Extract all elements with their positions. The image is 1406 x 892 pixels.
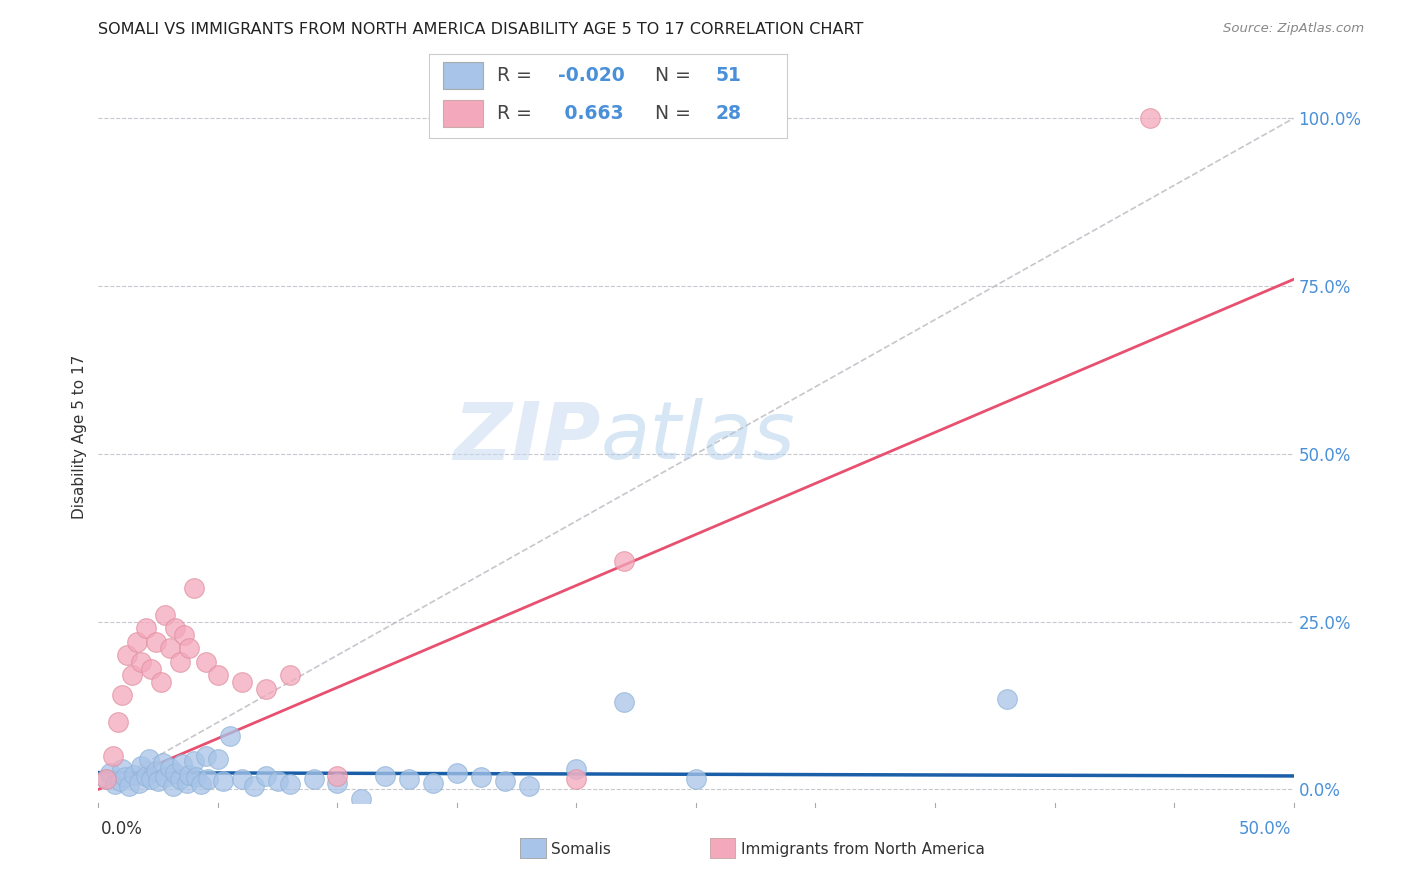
Point [101,748,124,763]
Point [124,767,146,781]
Point [278,668,301,682]
Point [121,668,143,682]
FancyBboxPatch shape [443,100,482,128]
Point [242,779,264,793]
Point [685,772,707,787]
Point [183,754,205,768]
Text: R =: R = [496,66,538,85]
Point [162,779,184,793]
Point [139,772,162,787]
Point [470,770,492,784]
Point [194,748,217,763]
Point [1139,112,1161,126]
Point [350,792,373,806]
Point [326,775,349,789]
Point [565,772,588,787]
Point [326,769,349,783]
Text: Immigrants from North America: Immigrants from North America [741,842,984,856]
Text: SOMALI VS IMMIGRANTS FROM NORTH AMERICA DISABILITY AGE 5 TO 17 CORRELATION CHART: SOMALI VS IMMIGRANTS FROM NORTH AMERICA … [98,22,863,37]
Point [145,764,167,778]
Text: 51: 51 [716,66,741,85]
Point [111,762,134,776]
Point [107,715,129,730]
Point [179,641,201,656]
Point [186,770,208,784]
Point [254,681,277,696]
Point [155,607,177,622]
Text: N =: N = [655,103,696,123]
Point [194,655,217,669]
Point [169,772,191,787]
Point [207,752,229,766]
Point [98,765,122,780]
Point [94,772,117,787]
Point [155,770,177,784]
Point [995,691,1018,706]
Point [613,695,636,709]
Point [104,777,127,791]
Point [145,634,167,648]
Point [254,769,277,783]
Text: Source: ZipAtlas.com: Source: ZipAtlas.com [1223,22,1364,36]
Point [131,655,153,669]
Point [114,770,136,784]
FancyBboxPatch shape [443,62,482,89]
Point [302,772,325,787]
Point [517,779,540,793]
Point [148,774,170,789]
Point [163,621,186,635]
Point [231,675,253,690]
Point [494,774,516,789]
Point [398,772,420,787]
Text: 0.663: 0.663 [558,103,623,123]
Point [176,775,198,789]
Point [131,759,153,773]
Text: 0.0%: 0.0% [101,820,143,838]
Point [111,689,134,703]
Point [211,774,233,789]
Point [108,774,131,789]
Point [267,774,290,789]
Point [374,769,396,783]
Point [219,729,242,743]
Point [152,756,174,770]
Point [138,752,160,766]
Point [135,621,157,635]
Point [115,648,138,662]
Point [139,662,162,676]
Text: R =: R = [496,103,538,123]
Text: -0.020: -0.020 [558,66,624,85]
Point [94,772,117,787]
Point [159,761,181,775]
Point [422,775,444,789]
Text: ZIP: ZIP [453,398,600,476]
Point [231,772,253,787]
Point [172,756,194,771]
Point [565,762,588,776]
Text: Somalis: Somalis [551,842,612,856]
Point [446,765,468,780]
Point [125,634,148,648]
Point [197,772,219,787]
Point [183,581,205,595]
Y-axis label: Disability Age 5 to 17: Disability Age 5 to 17 [72,355,87,519]
Text: 28: 28 [716,103,741,123]
Point [149,675,172,690]
Point [128,775,150,789]
Point [190,777,212,791]
Point [613,554,636,568]
Text: N =: N = [655,66,696,85]
Point [169,655,191,669]
Point [163,765,186,780]
Point [159,641,181,656]
Text: 50.0%: 50.0% [1239,820,1291,838]
Point [173,628,195,642]
Text: atlas: atlas [600,398,796,476]
Point [135,769,157,783]
Point [278,777,301,791]
Point [207,668,229,682]
Point [118,779,141,793]
Point [179,767,201,781]
